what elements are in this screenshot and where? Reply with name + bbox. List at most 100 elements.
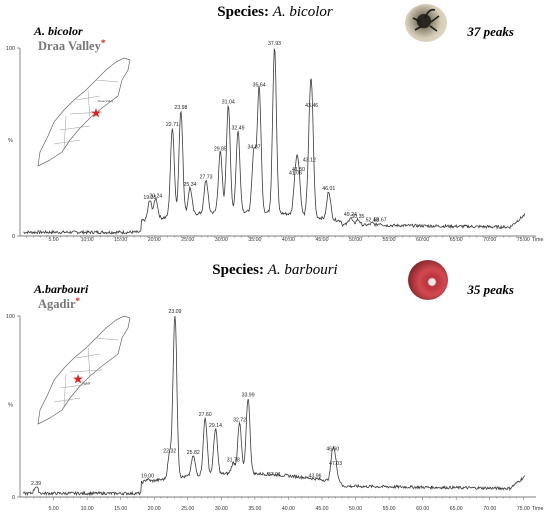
- peak-label: 32.72: [233, 418, 246, 424]
- x-tick-label: 55.00: [383, 506, 396, 512]
- peak-label: 2.39: [31, 481, 41, 487]
- peak-label: 31.04: [222, 99, 235, 105]
- x-tick-label: 25.00: [181, 506, 194, 512]
- specimen-label: A.barbouri: [34, 282, 89, 296]
- x-tick-label: 5.00: [48, 506, 58, 512]
- location-marker: *: [75, 296, 81, 306]
- y-tick-label: 0: [12, 495, 15, 501]
- x-tick-label: 70.00: [483, 237, 496, 243]
- peak-label: 22.32: [163, 448, 176, 454]
- peak-label: 37.91: [268, 472, 281, 478]
- scorpion-glyph-icon: [412, 8, 440, 32]
- peak-label: 19.35: [143, 195, 156, 201]
- location-label: Agadir*: [38, 296, 80, 312]
- chart-title: Species: A. barbouri: [0, 262, 550, 279]
- peak-label: 46.01: [322, 186, 335, 192]
- peak-label: 22.71: [166, 122, 179, 128]
- peak-label: 43.96: [309, 474, 322, 480]
- peak-label: 53.67: [374, 218, 387, 224]
- title-prefix: Species:: [212, 262, 264, 278]
- peak-label: 31.78: [227, 457, 240, 463]
- location-text: Agadir: [38, 297, 76, 311]
- peak-label: 25.82: [187, 450, 200, 456]
- peak-label: 43.46: [305, 103, 318, 109]
- x-tick-label: 50.00: [349, 506, 362, 512]
- plot-area-bicolor: 0 100% 5.00 10.00 15.00 20.00 25.00 30.00 35.00 4…: [6, 41, 544, 243]
- x-tick-label: 65.00: [450, 237, 463, 243]
- x-axis-label: Time: [532, 506, 543, 512]
- peak-count-label: 35 peaks: [467, 282, 514, 297]
- svg-text:Draa Valley: Draa Valley: [98, 99, 114, 103]
- x-tick-label: 5.00: [48, 237, 58, 243]
- x-tick-label: 30.00: [215, 237, 228, 243]
- location-label: Draa Valley*: [38, 38, 105, 54]
- x-tick-label: 20.00: [148, 237, 161, 243]
- x-tick-label: 75.00: [517, 506, 530, 512]
- chart-title: Species: A. bicolor: [0, 4, 550, 21]
- peak-label: 37.93: [268, 41, 281, 47]
- x-tick-label: 65.00: [450, 506, 463, 512]
- x-tick-label: 30.00: [215, 506, 228, 512]
- location-star-icon: [91, 108, 101, 118]
- peak-label: 29.85: [214, 146, 227, 152]
- plot-area-barbouri: 0 100% 5.00 10.00 15.00 20.00 25.00 30.00 35.00 4…: [6, 309, 544, 512]
- location-marker: *: [100, 38, 106, 48]
- x-tick-label: 10.00: [81, 506, 94, 512]
- peak-label: 47.03: [329, 461, 342, 467]
- x-tick-label: 35.00: [248, 506, 261, 512]
- title-prefix: Species:: [217, 4, 269, 20]
- peak-count-label: 37 peaks: [467, 24, 514, 39]
- x-tick-label: 40.00: [282, 237, 295, 243]
- location-text: Draa Valley: [38, 39, 101, 53]
- peak-label: 35.64: [253, 82, 266, 88]
- chromatogram-trace: [23, 48, 525, 235]
- x-tick-label: 60.00: [416, 237, 429, 243]
- peak-label: 25.34: [184, 182, 197, 188]
- x-tick-label: 35.00: [248, 237, 261, 243]
- location-star-icon: [73, 374, 83, 384]
- x-tick-label: 10.00: [81, 237, 94, 243]
- chromatogram-panel-barbouri: Species: A. barbouri 35 peaks A.barbouri…: [0, 258, 550, 516]
- peak-label: 23.09: [168, 309, 181, 315]
- peak-label: 46.60: [326, 447, 339, 453]
- x-tick-label: 70.00: [483, 506, 496, 512]
- title-species: A. bicolor: [272, 4, 333, 20]
- peak-label: 29.14: [209, 423, 222, 429]
- peak-label: 41.06: [289, 171, 302, 177]
- peak-label: 27.73: [200, 174, 213, 180]
- peak-label: 43.12: [303, 158, 316, 164]
- peak-label: 33.99: [242, 392, 255, 398]
- scorpion-photo-icon: [405, 4, 447, 42]
- x-tick-label: 20.00: [148, 506, 161, 512]
- y-tick-label: 0: [12, 234, 15, 240]
- peak-label: 49.24: [344, 212, 357, 218]
- specimen-label: A. bicolor: [34, 24, 83, 38]
- morocco-map-icon: Draa Valley: [37, 57, 131, 167]
- chromatogram-panel-bicolor: Species: A. bicolor 37 peaks A. bicolor …: [0, 0, 550, 258]
- x-tick-label: 60.00: [416, 506, 429, 512]
- peak-label: 52.48: [366, 218, 379, 224]
- peak-label: 23.98: [174, 105, 187, 111]
- x-tick-label: 15.00: [114, 237, 127, 243]
- x-tick-label: 15.00: [114, 506, 127, 512]
- x-tick-label: 45.00: [315, 506, 328, 512]
- peak-label: 19.00: [141, 474, 154, 480]
- title-species: A. barbouri: [267, 262, 338, 278]
- x-tick-label: 75.00: [517, 237, 530, 243]
- x-tick-label: 50.00: [349, 237, 362, 243]
- y-axis-label: %: [8, 403, 13, 409]
- x-tick-label: 55.00: [383, 237, 396, 243]
- y-axis-label: %: [8, 138, 13, 144]
- y-tick-label: 100: [6, 314, 15, 320]
- scorpion-photo-icon: [408, 260, 448, 300]
- peak-label: 27.60: [199, 412, 212, 418]
- chromatogram-trace: [23, 315, 525, 497]
- x-tick-label: 25.00: [181, 237, 194, 243]
- x-tick-label: 45.00: [315, 237, 328, 243]
- peak-label: 50.35: [351, 214, 364, 220]
- y-tick-label: 100: [6, 46, 15, 52]
- x-axis-label: Time: [532, 237, 543, 243]
- peak-label: 32.49: [232, 126, 245, 132]
- peak-label: 20.24: [149, 193, 162, 199]
